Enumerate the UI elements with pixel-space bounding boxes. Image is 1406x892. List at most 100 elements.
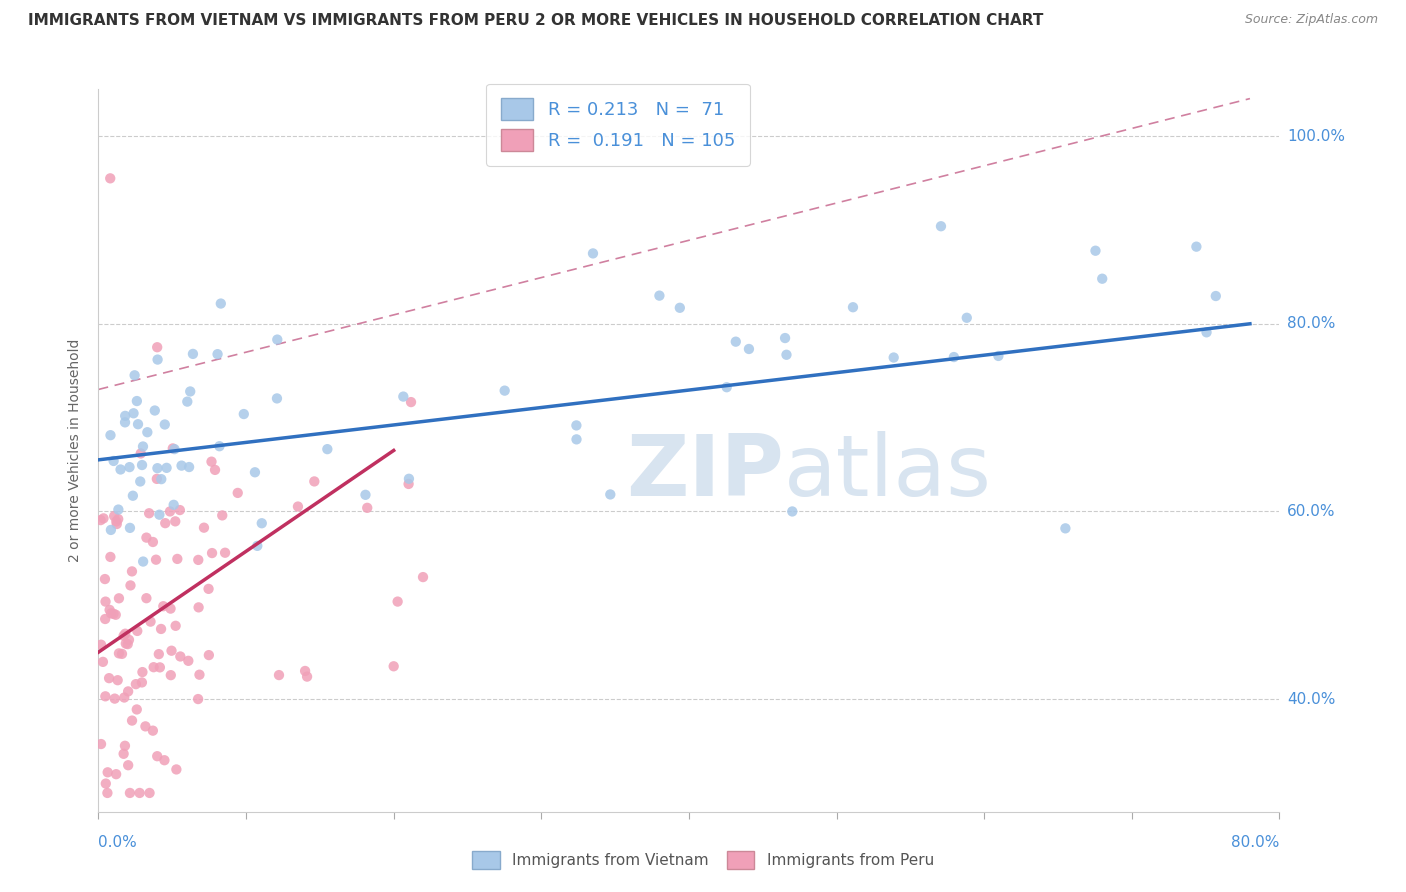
Point [118,521,141,535]
Point [165,619,187,633]
Point [94,690,117,704]
Point [209,296,232,310]
Point [114,626,136,640]
Text: 60.0%: 60.0% [1286,504,1336,519]
Point [93,511,115,525]
Point [135,591,157,606]
Point [103,454,125,468]
Point [356,500,378,515]
Point [120,578,142,592]
Point [160,644,183,658]
Point [398,472,420,486]
Point [121,565,143,579]
Point [494,384,516,398]
Point [90,737,112,751]
Point [187,553,209,567]
Text: Source: ZipAtlas.com: Source: ZipAtlas.com [1244,13,1378,27]
Point [232,407,254,421]
Point [127,624,149,638]
Point [100,523,122,537]
Point [176,394,198,409]
Point [1185,240,1208,254]
Point [956,310,979,325]
Point [565,433,588,447]
Point [98,603,121,617]
Point [94,612,117,626]
Point [599,487,621,501]
Point [159,668,181,682]
Point [226,486,249,500]
Point [163,442,186,456]
Point [169,649,191,664]
Point [266,333,288,347]
Point [122,489,145,503]
Point [112,747,135,761]
Point [150,472,173,486]
Point [124,368,146,383]
Point [193,521,215,535]
Point [304,475,326,489]
Point [987,349,1010,363]
Point [724,334,747,349]
Point [243,465,266,479]
Point [287,500,309,514]
Point [104,691,127,706]
Point [105,767,128,781]
Point [150,622,173,636]
Point [107,502,129,516]
Point [412,570,434,584]
Point [246,539,269,553]
Point [117,637,139,651]
Point [148,647,170,661]
Point [146,340,169,354]
Point [197,582,219,596]
Point [114,636,136,650]
Point [135,531,157,545]
Point [883,351,905,365]
Point [198,648,221,662]
Point [153,753,176,767]
Point [100,549,122,564]
Point [132,440,155,454]
Point [179,384,201,399]
Point [118,632,141,647]
Point [387,594,409,608]
Point [110,462,132,476]
Point [148,508,170,522]
Point [112,629,135,643]
Point [143,403,166,417]
Point [398,477,420,491]
Point [775,348,797,362]
Point [582,246,605,260]
Point [188,667,211,681]
Point [103,509,125,524]
Point [134,719,156,733]
Point [117,684,139,698]
Point [773,331,796,345]
Text: 100.0%: 100.0% [1286,128,1346,144]
Point [97,765,120,780]
Point [94,594,117,608]
Point [122,406,145,420]
Point [1205,289,1227,303]
Point [942,350,965,364]
Point [162,442,184,456]
Point [842,300,865,314]
Point [295,670,318,684]
Point [145,552,167,566]
Point [181,347,204,361]
Point [105,516,128,531]
Point [266,392,288,406]
Point [94,572,117,586]
Point [159,601,181,615]
Point [129,475,152,489]
Point [159,504,181,518]
Point [382,659,405,673]
Point [125,677,148,691]
Point [114,409,136,423]
Point [111,647,134,661]
Point [103,607,125,621]
Point [187,692,209,706]
Point [91,655,114,669]
Point [153,417,176,432]
